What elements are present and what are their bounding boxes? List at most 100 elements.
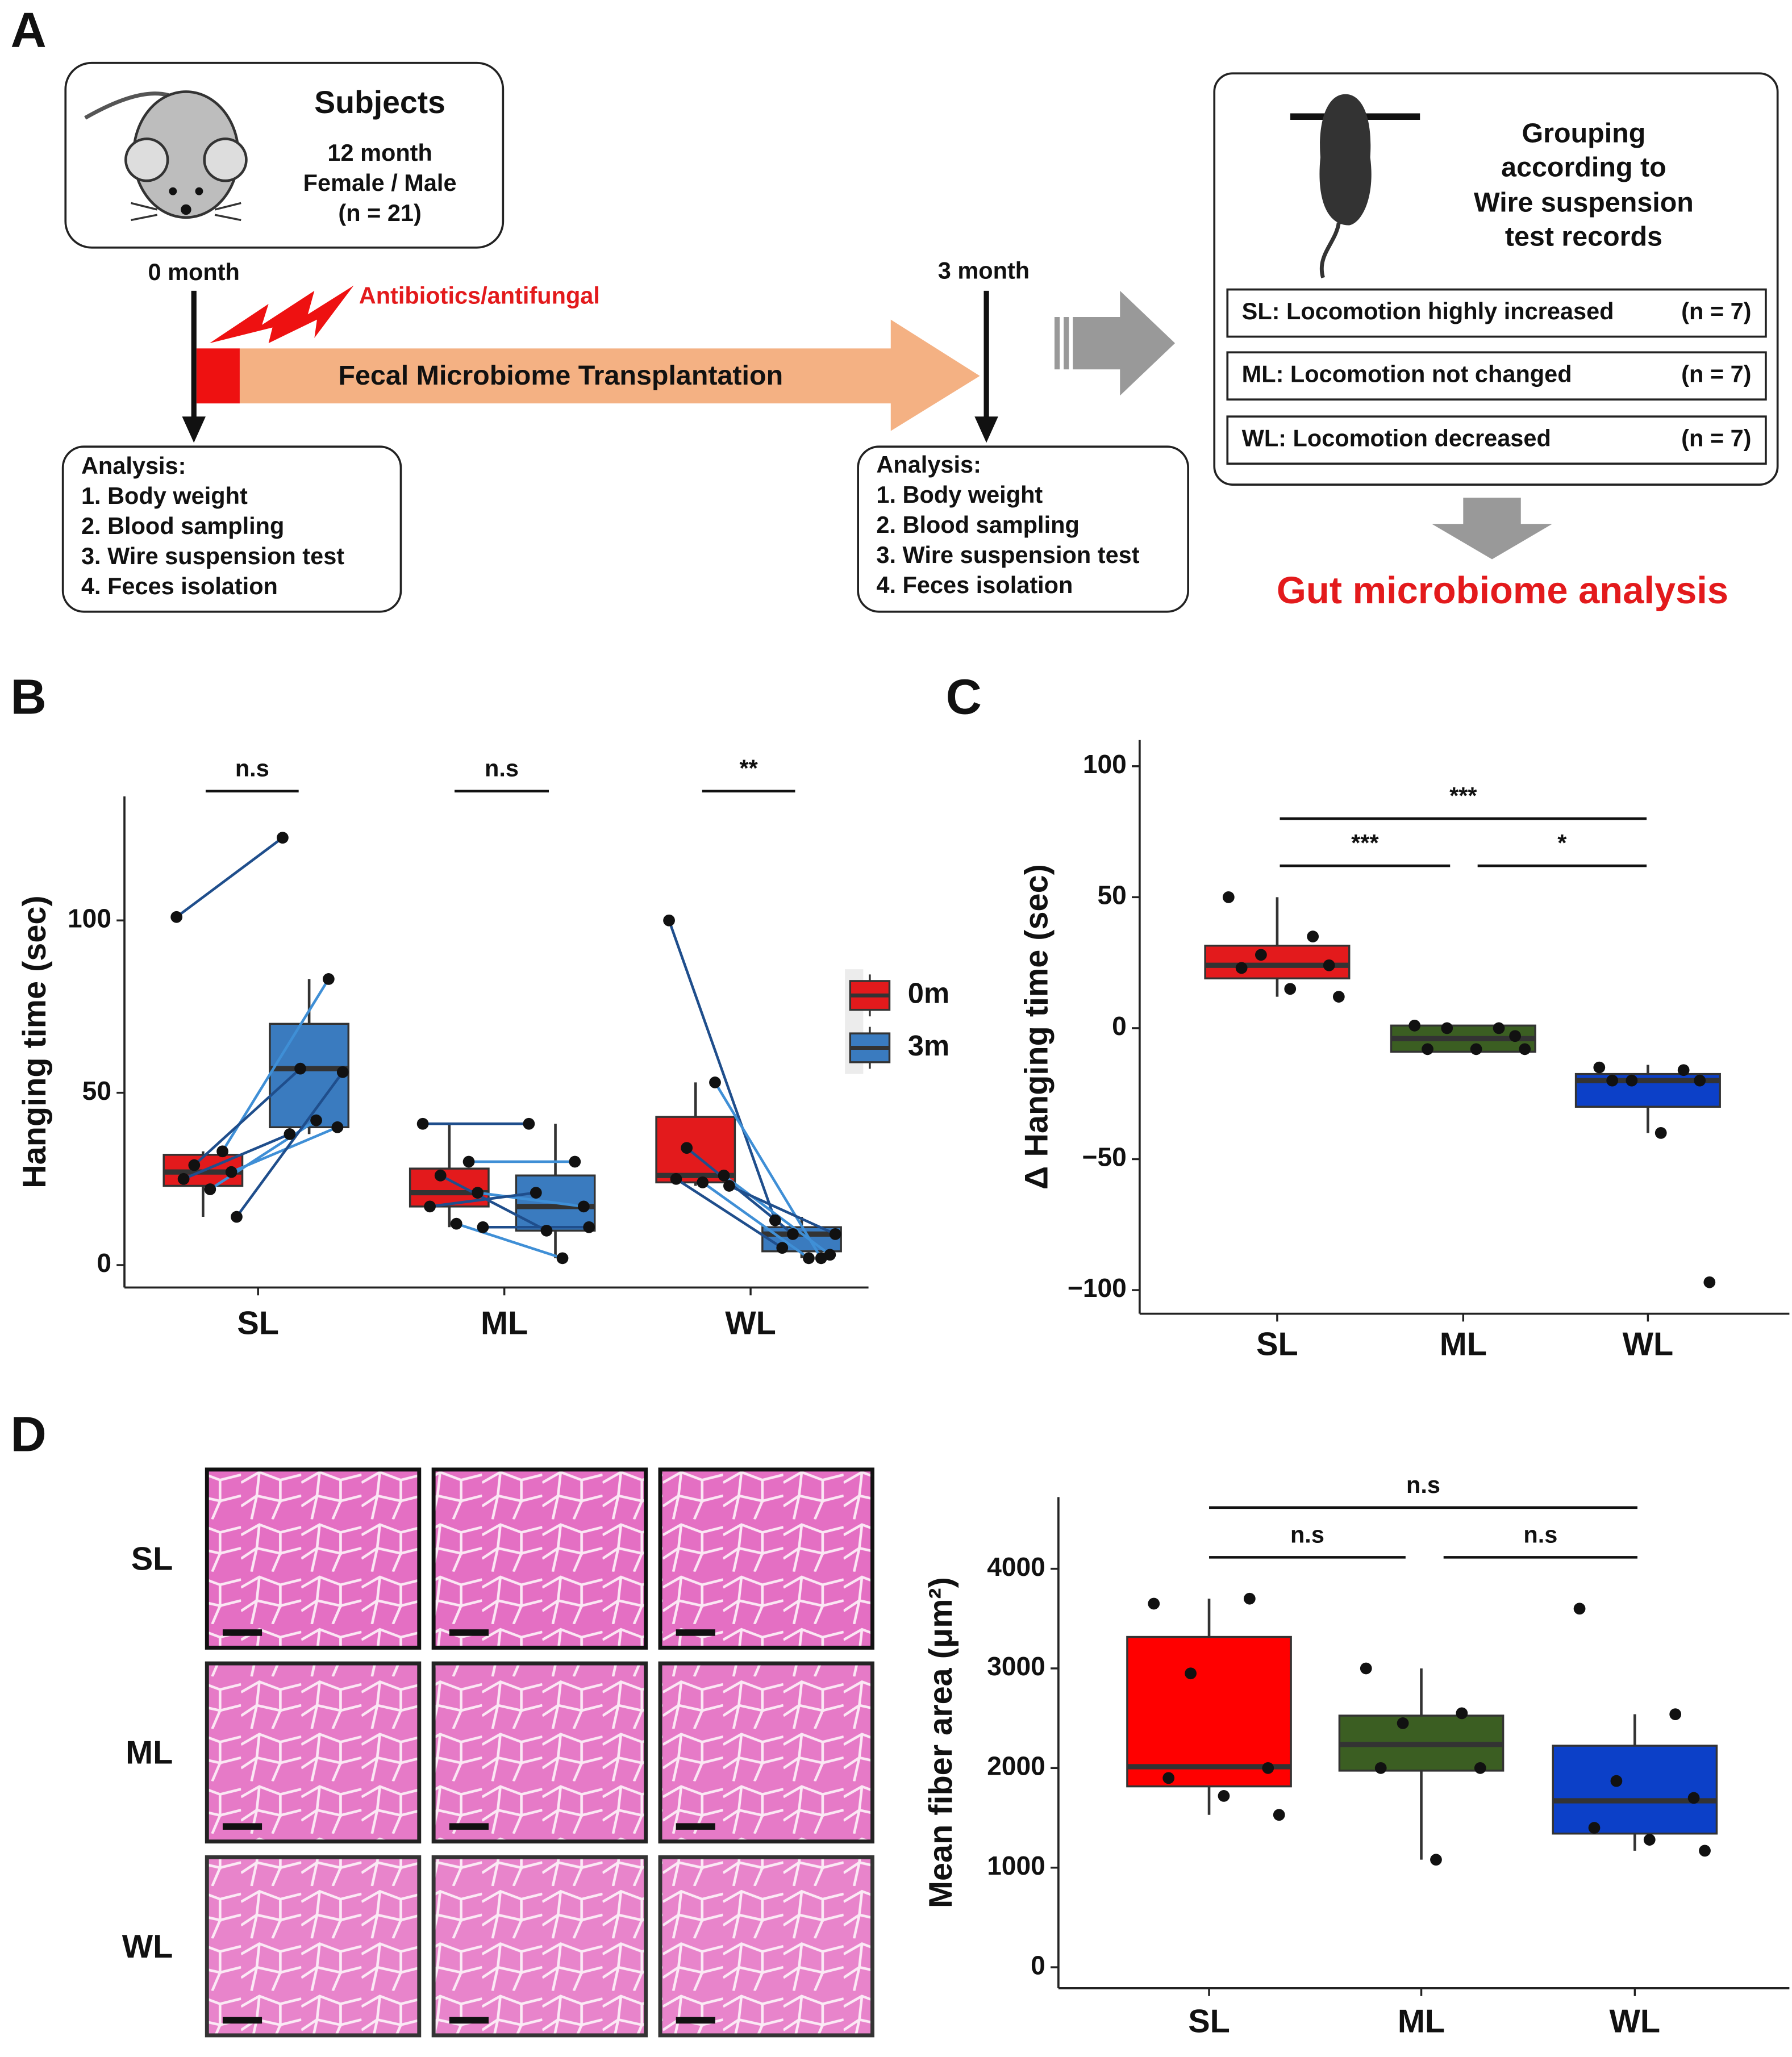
data-point: [1148, 1597, 1160, 1610]
pair-line: [176, 836, 284, 919]
scale-bar: [449, 1629, 489, 1636]
significance-label: n.s: [1523, 1521, 1557, 1547]
significance-label: n.s: [1406, 1471, 1440, 1498]
data-point: [1360, 1662, 1372, 1675]
group-n: (n = 7): [1681, 298, 1751, 324]
y-axis-title: Hanging time (sec): [16, 895, 53, 1188]
data-point: [1397, 1717, 1409, 1729]
data-point: [1474, 1762, 1486, 1774]
data-point: [1699, 1845, 1711, 1857]
analysis-title: Analysis:: [81, 452, 186, 479]
analysis-box: [857, 445, 1189, 613]
analysis-box: [61, 445, 402, 613]
group-label: SL: Locomotion highly increased: [1242, 298, 1614, 324]
pair-line: [193, 1067, 302, 1166]
significance-label: ***: [1351, 829, 1379, 856]
analysis-item: 3. Wire suspension test: [81, 543, 344, 569]
histology-image: [658, 1855, 874, 2038]
data-point: [416, 1117, 429, 1130]
data-point: [1284, 983, 1297, 995]
y-tick-label: 50: [82, 1076, 111, 1105]
pair-line: [675, 1178, 784, 1249]
data-point: [177, 1173, 190, 1185]
data-point: [523, 1117, 535, 1130]
box: [1552, 1745, 1718, 1835]
y-tick-label: 3000: [987, 1651, 1045, 1681]
data-point: [1606, 1074, 1618, 1087]
data-point: [1677, 1064, 1690, 1077]
analysis-item: 4. Feces isolation: [876, 571, 1073, 598]
data-point: [540, 1224, 553, 1237]
histology-image: [431, 1467, 648, 1650]
analysis-item: 1. Body weight: [81, 482, 248, 509]
data-point: [718, 1169, 730, 1182]
histology-image: [431, 1855, 648, 2038]
legend-label: 3m: [908, 1029, 949, 1062]
data-point: [663, 914, 675, 927]
treatment-label: Antibiotics/antifungal: [359, 282, 600, 308]
panel-label: A: [10, 2, 46, 58]
scale-bar: [676, 1629, 715, 1636]
x-tick-label: WL: [1623, 1326, 1674, 1362]
grouping-line: according to: [1501, 152, 1666, 182]
significance-label: ***: [1449, 782, 1477, 809]
x-tick-label: SL: [237, 1305, 279, 1342]
data-point: [670, 1173, 682, 1185]
data-point: [1610, 1775, 1623, 1787]
data-point: [583, 1221, 595, 1233]
grouping-line: test records: [1505, 221, 1662, 252]
data-point: [277, 832, 289, 844]
data-point: [1408, 1019, 1421, 1032]
data-point: [1493, 1022, 1505, 1034]
outcome-label: Gut microbiome analysis: [1277, 569, 1728, 612]
group-label: ML: Locomotion not changed: [1242, 361, 1572, 387]
row-label: SL: [131, 1541, 173, 1578]
y-tick-label: 0: [1031, 1950, 1045, 1980]
group-label: WL: Locomotion decreased: [1242, 425, 1551, 452]
data-point: [1255, 949, 1267, 961]
pair-line: [235, 1071, 344, 1218]
data-point: [776, 1242, 789, 1254]
data-point: [1470, 1043, 1482, 1055]
data-point: [1222, 891, 1235, 903]
data-point: [577, 1200, 590, 1213]
data-point: [1273, 1809, 1285, 1821]
histology-image: [205, 1661, 422, 1844]
data-point: [1307, 931, 1319, 942]
scale-bar: [222, 1629, 262, 1636]
data-point: [1441, 1022, 1453, 1034]
histology-image: [658, 1467, 874, 1650]
pair-line: [702, 1181, 810, 1259]
legend-label: 0m: [908, 977, 949, 1009]
data-point: [216, 1145, 228, 1158]
analysis-item: 4. Feces isolation: [81, 573, 278, 599]
data-point: [769, 1214, 781, 1226]
mouse-icon: [84, 90, 248, 222]
data-point: [1593, 1061, 1606, 1074]
histology-image: [205, 1855, 422, 2038]
significance-label: n.s: [235, 755, 269, 782]
data-point: [681, 1142, 693, 1154]
subjects-line: Female / Male: [303, 169, 457, 196]
group-n: (n = 7): [1681, 361, 1751, 387]
y-tick-label: 50: [1097, 881, 1126, 910]
data-point: [1456, 1707, 1468, 1720]
data-point: [824, 1249, 836, 1261]
group-n: (n = 7): [1681, 425, 1751, 452]
data-point: [1332, 991, 1345, 1003]
data-point: [1323, 959, 1335, 971]
data-point: [1626, 1074, 1638, 1087]
y-tick-label: −50: [1082, 1142, 1127, 1172]
data-point: [1573, 1603, 1586, 1615]
group-box: [1226, 351, 1767, 401]
significance-label: *: [1557, 829, 1567, 856]
timeline-arrows: [182, 285, 998, 443]
time-label: 3 month: [938, 257, 1030, 284]
data-point: [322, 973, 335, 985]
data-point: [709, 1077, 721, 1088]
pair-line: [456, 1222, 563, 1260]
box: [269, 1023, 350, 1129]
gray-arrow: [1054, 290, 1553, 560]
data-point: [294, 1062, 306, 1075]
data-point: [225, 1166, 237, 1178]
